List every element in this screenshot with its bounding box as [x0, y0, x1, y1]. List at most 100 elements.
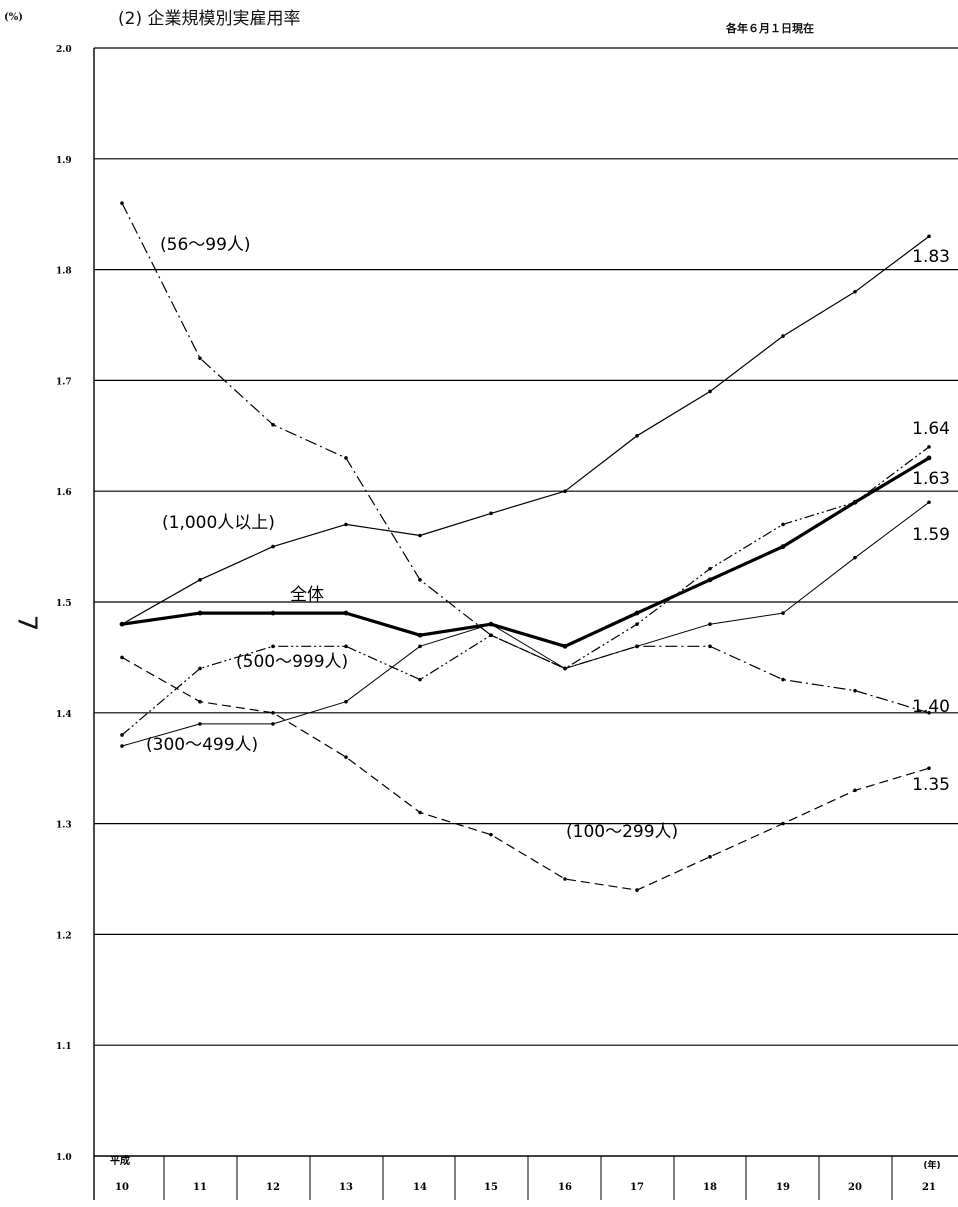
series-label: (300～499人): [146, 735, 258, 755]
x-axis-unit: (年): [923, 1159, 940, 1171]
y-tick-label: 1.8: [56, 267, 72, 277]
data-point: [489, 511, 493, 516]
y-tick-label: 1.6: [56, 488, 72, 498]
data-point: [418, 677, 422, 682]
data-point: [927, 500, 931, 505]
data-point: [344, 456, 348, 460]
x-tick-label: 10: [115, 1182, 129, 1193]
data-point: [562, 643, 568, 649]
data-point: [120, 733, 124, 737]
data-point: [271, 422, 275, 427]
as-of-date: 各年６月１日現在: [726, 22, 814, 35]
data-point: [927, 234, 931, 239]
y-tick-label: 1.5: [56, 599, 72, 609]
data-point: [563, 489, 567, 494]
end-value-label: 1.59: [912, 525, 950, 545]
data-point: [271, 711, 275, 715]
data-point: [271, 544, 275, 549]
data-point: [271, 722, 275, 726]
x-axis-prefix: 平成: [110, 1154, 130, 1167]
data-point: [344, 644, 348, 649]
data-point: [853, 688, 857, 693]
data-point: [634, 610, 640, 616]
data-point: [119, 621, 125, 627]
y-tick-label: 1.1: [56, 1042, 72, 1052]
series-label: (100～299人): [566, 822, 678, 842]
data-point: [271, 644, 275, 649]
x-tick-label: 18: [703, 1182, 717, 1193]
y-tick-label: 1.9: [56, 156, 72, 166]
series-label: 全体: [290, 585, 324, 605]
data-point: [927, 766, 931, 770]
data-point: [708, 855, 712, 859]
data-point: [198, 699, 202, 704]
data-point: [853, 555, 857, 560]
x-tick-label: 15: [484, 1182, 498, 1193]
x-tick-label: 17: [630, 1182, 644, 1193]
x-tick-label: 21: [922, 1182, 936, 1193]
data-point: [198, 666, 202, 671]
data-point: [344, 755, 348, 759]
y-tick-label: 1.4: [56, 710, 72, 720]
data-point: [417, 632, 423, 638]
data-point: [198, 578, 202, 582]
x-tick-label: 13: [339, 1182, 353, 1193]
data-point: [489, 622, 493, 626]
data-point: [781, 611, 785, 615]
data-point: [780, 544, 786, 549]
data-point: [563, 666, 567, 671]
data-point: [418, 810, 422, 815]
data-point: [198, 722, 202, 726]
end-value-label: 1.63: [912, 469, 950, 489]
data-point: [344, 699, 348, 704]
x-tick-label: 20: [848, 1182, 862, 1193]
data-point: [708, 622, 712, 626]
data-point: [489, 832, 493, 837]
x-tick-label: 14: [413, 1182, 427, 1193]
data-point: [635, 434, 639, 438]
y-tick-label: 1.2: [56, 931, 72, 941]
series-line-1000-plus: [121, 235, 930, 625]
series-line-300-499: [121, 501, 930, 747]
data-point: [707, 577, 713, 583]
y-tick-label: 1.7: [56, 377, 72, 387]
data-point: [853, 500, 857, 505]
series-label: (1,000人以上): [162, 513, 275, 533]
data-point: [343, 610, 349, 616]
series-line-500-999: [121, 446, 930, 736]
end-value-label: 1.83: [912, 247, 950, 267]
data-point: [926, 455, 932, 461]
y-tick-label: 1.3: [56, 821, 72, 831]
data-point: [418, 644, 422, 649]
series-line-56-99: [121, 202, 930, 714]
data-point: [418, 578, 422, 582]
data-point: [927, 711, 931, 715]
data-point: [270, 610, 276, 616]
data-point: [781, 821, 785, 826]
data-point: [708, 644, 712, 649]
y-unit-label: (%): [4, 12, 23, 23]
data-point: [853, 289, 857, 294]
series-label: (56～99人): [160, 235, 251, 255]
end-value-label: 1.64: [912, 419, 950, 439]
data-point: [563, 877, 567, 881]
data-point: [489, 633, 493, 638]
y-tick-label: 1.0: [56, 1153, 72, 1163]
data-point: [418, 533, 422, 538]
end-value-label: 1.40: [912, 697, 950, 717]
data-point: [120, 744, 124, 748]
x-tick-label: 16: [558, 1182, 572, 1193]
data-point: [708, 566, 712, 571]
data-point: [781, 522, 785, 527]
series-line-total: [121, 456, 930, 648]
y-tick-label: 2.0: [56, 45, 72, 55]
data-point: [781, 677, 785, 682]
x-tick-label: 19: [776, 1182, 790, 1193]
data-point: [120, 655, 124, 660]
chart-title: (2) 企業規模別実雇用率: [118, 9, 301, 29]
series-line-100-299: [121, 656, 930, 891]
data-point: [635, 644, 639, 649]
x-tick-label: 11: [193, 1182, 207, 1193]
data-point: [781, 334, 785, 338]
